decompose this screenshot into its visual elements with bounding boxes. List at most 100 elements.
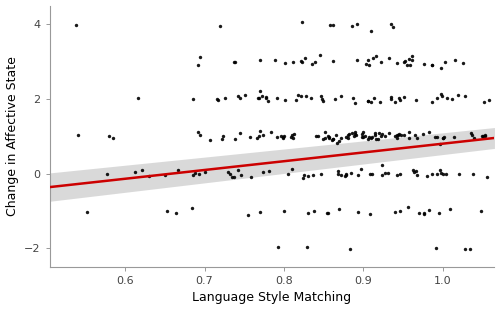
Point: [320, 130, 328, 135]
Point: [289, 135, 297, 140]
Point: [262, 95, 270, 100]
Point: [256, 209, 264, 214]
Point: [368, 29, 376, 34]
Point: [258, 132, 266, 137]
Point: [428, 62, 436, 67]
Point: [214, 96, 222, 101]
Point: [132, 170, 140, 175]
Point: [436, 141, 444, 146]
Point: [134, 96, 142, 101]
Point: [308, 61, 316, 66]
Point: [224, 170, 232, 175]
Point: [190, 170, 198, 175]
Point: [319, 98, 327, 103]
Point: [396, 172, 404, 177]
Point: [236, 131, 244, 136]
Point: [242, 93, 250, 98]
Point: [194, 129, 202, 134]
Point: [432, 245, 440, 250]
Point: [433, 135, 441, 140]
Point: [456, 171, 464, 176]
Point: [299, 175, 307, 180]
Point: [289, 60, 297, 65]
Point: [329, 136, 337, 141]
Point: [230, 59, 238, 64]
Point: [362, 133, 370, 138]
Point: [273, 134, 281, 139]
Point: [220, 96, 228, 101]
Point: [294, 93, 302, 98]
Point: [267, 130, 275, 135]
Point: [365, 134, 373, 139]
Point: [387, 96, 395, 101]
Point: [188, 205, 196, 210]
Point: [328, 59, 336, 64]
Point: [414, 210, 422, 215]
Point: [454, 92, 462, 97]
Point: [325, 135, 333, 140]
Point: [288, 132, 296, 137]
Point: [336, 135, 344, 140]
Point: [388, 95, 396, 100]
Point: [72, 23, 80, 28]
Point: [470, 135, 478, 140]
Point: [412, 98, 420, 103]
Point: [284, 171, 292, 176]
Point: [256, 95, 264, 100]
Point: [226, 172, 234, 177]
Point: [459, 60, 467, 65]
Point: [357, 166, 365, 171]
Point: [381, 133, 389, 138]
Point: [234, 93, 242, 98]
Point: [297, 94, 305, 99]
Y-axis label: Change in Affective State: Change in Affective State: [6, 56, 18, 216]
Point: [196, 55, 204, 60]
Point: [337, 94, 345, 99]
Point: [384, 170, 392, 175]
Point: [344, 133, 352, 138]
Point: [324, 211, 332, 216]
Point: [376, 131, 384, 135]
Point: [324, 133, 332, 138]
Point: [387, 21, 395, 26]
Point: [450, 134, 458, 139]
Point: [483, 175, 491, 180]
Point: [402, 59, 409, 64]
Point: [214, 97, 222, 102]
Point: [432, 135, 440, 140]
Point: [467, 131, 475, 136]
Point: [322, 210, 330, 215]
Point: [376, 99, 384, 104]
Point: [316, 53, 324, 58]
Point: [359, 135, 367, 140]
Point: [423, 173, 431, 178]
Point: [258, 94, 266, 99]
Point: [332, 141, 340, 146]
Point: [446, 206, 454, 211]
Point: [304, 211, 312, 216]
Point: [358, 131, 366, 136]
Point: [436, 168, 444, 173]
Point: [405, 56, 413, 61]
Point: [481, 133, 489, 138]
Point: [349, 96, 357, 101]
Point: [367, 135, 375, 140]
Point: [234, 167, 242, 172]
Point: [354, 172, 362, 177]
Point: [478, 133, 486, 138]
Point: [163, 208, 171, 213]
Point: [312, 133, 320, 138]
Point: [367, 99, 375, 104]
Point: [391, 210, 399, 215]
Point: [393, 135, 401, 140]
Point: [280, 208, 288, 213]
Point: [279, 135, 287, 140]
Point: [386, 56, 394, 61]
Point: [228, 175, 236, 179]
Point: [344, 131, 352, 136]
Point: [218, 137, 226, 142]
Point: [352, 133, 360, 138]
Point: [434, 210, 442, 215]
Point: [394, 133, 402, 138]
Point: [468, 172, 476, 177]
